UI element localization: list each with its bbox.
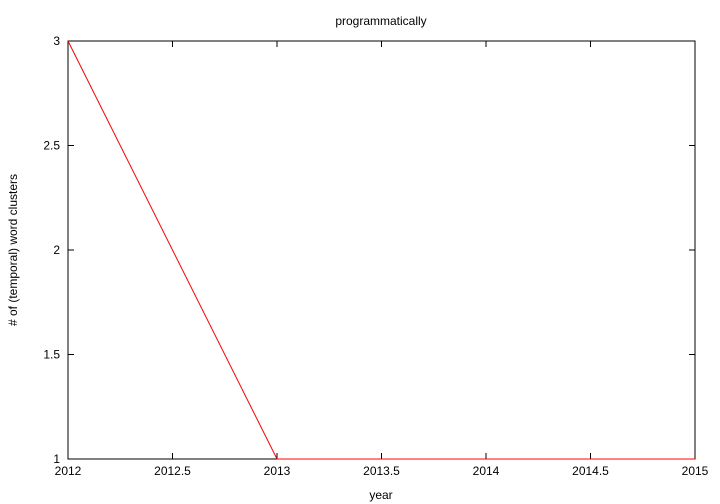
y-tick-label: 1 xyxy=(53,452,60,466)
ticks-layer xyxy=(67,40,696,460)
plot-frame xyxy=(67,40,696,460)
y-tick-label: 3 xyxy=(53,34,60,48)
chart-title: programmatically xyxy=(335,14,426,28)
series-line-0 xyxy=(67,40,695,460)
x-tick-label: 2014 xyxy=(473,464,500,478)
x-tick-label: 2012.5 xyxy=(154,464,191,478)
x-tick-label: 2015 xyxy=(682,464,709,478)
x-axis-label: year xyxy=(369,488,392,502)
x-tick-label: 2012 xyxy=(55,464,82,478)
x-tick-label: 2013.5 xyxy=(363,464,400,478)
x-tick-label: 2013 xyxy=(264,464,291,478)
y-tick-labels: 1 1.5 2 2.5 3 xyxy=(43,34,60,466)
series-layer xyxy=(67,40,695,460)
x-tick-labels: 2012 2012.5 2013 2013.5 2014 2014.5 2015 xyxy=(55,464,709,478)
x-tick-label: 2014.5 xyxy=(572,464,609,478)
plot-area xyxy=(67,40,696,460)
y-axis-label: # of (temporal) word clusters xyxy=(6,174,20,326)
y-tick-label: 2.5 xyxy=(43,139,60,153)
y-tick-label: 1.5 xyxy=(43,348,60,362)
y-tick-label: 2 xyxy=(53,243,60,257)
